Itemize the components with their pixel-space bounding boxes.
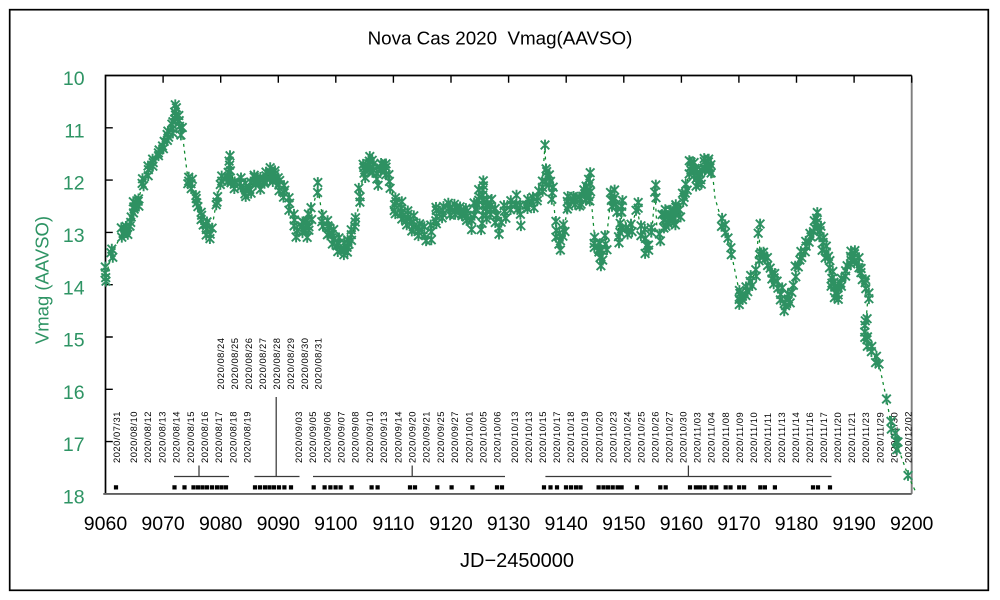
svg-text:16: 16 [63,382,85,404]
svg-text:2020/09/06: 2020/09/06 [321,411,332,463]
svg-text:2020/09/20: 2020/09/20 [407,411,418,463]
svg-text:Vmag (AAVSO): Vmag (AAVSO) [32,216,53,344]
svg-text:2020/08/26: 2020/08/26 [243,338,254,390]
svg-text:2020/10/05: 2020/10/05 [478,411,489,463]
svg-text:9140: 9140 [545,513,589,535]
svg-text:2020/08/19: 2020/08/19 [242,411,253,463]
svg-text:2020/09/10: 2020/09/10 [364,411,375,463]
svg-text:18: 18 [63,487,85,509]
svg-text:2020/11/23: 2020/11/23 [860,412,871,463]
svg-text:9170: 9170 [717,513,761,535]
svg-text:2020/11/30: 2020/11/30 [888,412,899,463]
svg-text:2020/08/15: 2020/08/15 [185,411,196,463]
svg-text:9120: 9120 [429,513,473,535]
svg-text:9110: 9110 [372,513,414,535]
svg-text:2020/10/01: 2020/10/01 [463,411,474,463]
svg-text:9080: 9080 [199,513,243,535]
svg-text:2020/09/21: 2020/09/21 [421,411,432,463]
svg-text:2020/10/19: 2020/10/19 [579,411,590,463]
svg-text:9160: 9160 [660,513,704,535]
svg-text:2020/12/02: 2020/12/02 [902,411,913,463]
svg-text:2020/11/09: 2020/11/09 [734,412,745,463]
svg-text:2020/10/17: 2020/10/17 [551,411,562,463]
svg-text:2020/08/14: 2020/08/14 [171,411,182,463]
svg-text:2020/10/13: 2020/10/13 [523,411,534,463]
svg-text:2020/09/13: 2020/09/13 [378,411,389,463]
svg-text:2020/11/13: 2020/11/13 [776,412,787,463]
svg-text:2020/09/27: 2020/09/27 [449,411,460,463]
svg-text:Nova Cas 2020 Vmag(AAVSO): Nova Cas 2020 Vmag(AAVSO) [368,28,633,49]
svg-text:2020/09/05: 2020/09/05 [307,411,318,463]
svg-text:2020/11/17: 2020/11/17 [818,412,829,463]
svg-text:9180: 9180 [775,513,819,535]
svg-text:2020/11/14: 2020/11/14 [790,412,801,463]
svg-text:2020/08/10: 2020/08/10 [128,411,139,463]
svg-text:12: 12 [63,173,85,195]
svg-text:2020/09/08: 2020/09/08 [350,411,361,463]
svg-text:2020/11/03: 2020/11/03 [692,412,703,463]
svg-text:15: 15 [63,330,85,352]
svg-text:9150: 9150 [602,513,646,535]
svg-text:2020/10/15: 2020/10/15 [537,411,548,463]
svg-text:2020/08/29: 2020/08/29 [285,338,296,390]
svg-text:2020/10/25: 2020/10/25 [636,411,647,463]
svg-text:9200: 9200 [890,513,934,535]
svg-text:2020/09/07: 2020/09/07 [336,411,347,463]
svg-text:2020/11/29: 2020/11/29 [874,412,885,463]
svg-text:JD−2450000: JD−2450000 [460,550,574,572]
svg-text:2020/11/20: 2020/11/20 [832,412,843,463]
svg-text:2020/09/14: 2020/09/14 [392,411,403,463]
svg-text:2020/10/20: 2020/10/20 [593,411,604,463]
svg-text:2020/10/18: 2020/10/18 [565,411,576,463]
svg-text:2020/11/04: 2020/11/04 [706,412,717,463]
svg-text:9060: 9060 [84,513,128,535]
svg-text:2020/08/16: 2020/08/16 [199,411,210,463]
svg-text:2020/08/12: 2020/08/12 [142,411,153,463]
svg-text:2020/09/03: 2020/09/03 [293,411,304,463]
svg-text:13: 13 [63,225,85,247]
svg-text:2020/11/21: 2020/11/21 [846,412,857,463]
svg-text:14: 14 [63,277,85,299]
svg-text:2020/09/25: 2020/09/25 [435,411,446,463]
svg-text:2020/11/11: 2020/11/11 [762,412,773,463]
svg-text:2020/10/30: 2020/10/30 [678,411,689,463]
svg-text:2020/10/23: 2020/10/23 [607,411,618,463]
svg-text:11: 11 [64,120,84,142]
svg-text:2020/08/24: 2020/08/24 [215,338,226,390]
svg-text:2020/07/31: 2020/07/31 [111,411,122,463]
svg-text:2020/08/30: 2020/08/30 [299,338,310,390]
svg-text:2020/08/28: 2020/08/28 [271,338,282,390]
svg-text:9130: 9130 [487,513,531,535]
svg-text:10: 10 [63,68,85,90]
svg-text:2020/08/13: 2020/08/13 [156,411,167,463]
svg-text:2020/10/27: 2020/10/27 [664,411,675,463]
svg-text:9090: 9090 [257,513,301,535]
svg-text:2020/08/27: 2020/08/27 [257,338,268,390]
svg-text:2020/10/13: 2020/10/13 [509,411,520,463]
svg-text:2020/11/10: 2020/11/10 [748,412,759,463]
svg-text:2020/08/25: 2020/08/25 [229,338,240,390]
svg-text:2020/08/31: 2020/08/31 [313,338,324,390]
svg-text:2020/08/17: 2020/08/17 [213,411,224,463]
svg-text:2020/10/06: 2020/10/06 [492,411,503,463]
svg-text:2020/08/18: 2020/08/18 [227,411,238,463]
svg-text:17: 17 [63,434,85,456]
svg-text:9070: 9070 [141,513,185,535]
svg-text:2020/11/16: 2020/11/16 [804,412,815,463]
svg-text:9190: 9190 [832,513,876,535]
svg-text:2020/11/08: 2020/11/08 [720,412,731,463]
svg-text:2020/10/26: 2020/10/26 [650,411,661,463]
svg-text:9100: 9100 [314,513,358,535]
svg-text:2020/10/24: 2020/10/24 [621,411,632,463]
